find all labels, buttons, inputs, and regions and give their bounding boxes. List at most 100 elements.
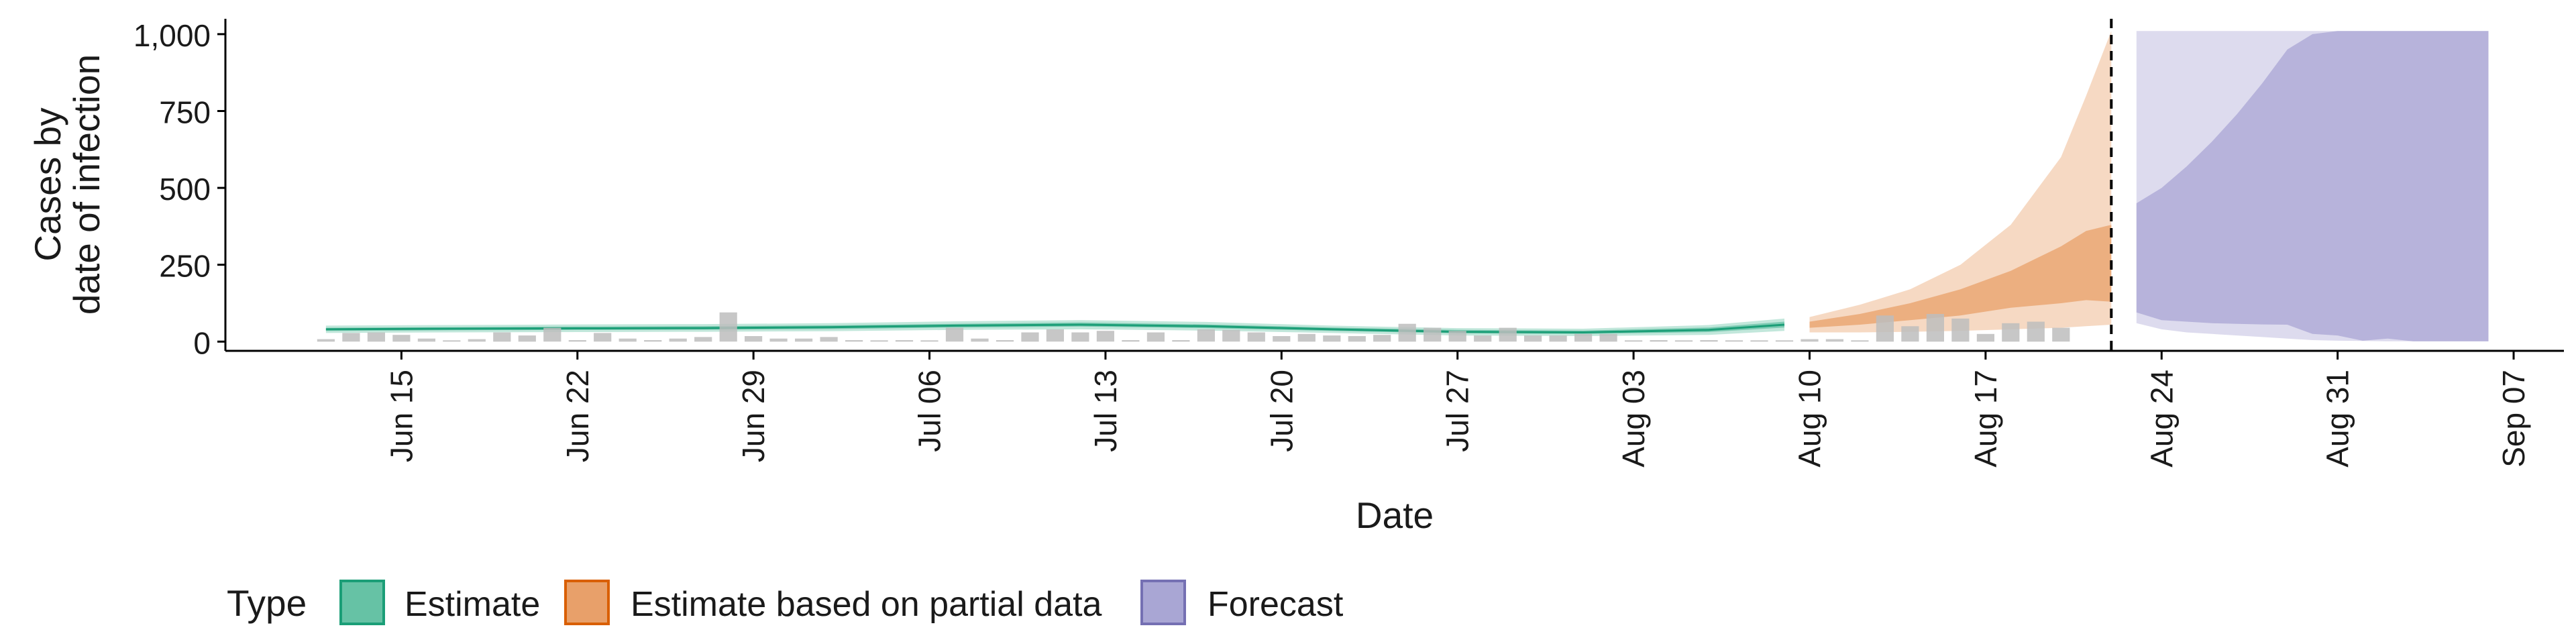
legend-label-partial: Estimate based on partial data — [631, 585, 1102, 624]
case-bar — [1876, 315, 1894, 342]
legend-key-forecast — [1140, 580, 1186, 625]
legend-key-partial — [564, 580, 610, 625]
case-bar — [1297, 333, 1316, 342]
case-bar — [1096, 331, 1114, 342]
x-tick-label: Jul 27 — [1440, 370, 1475, 452]
x-tick-label: Aug 24 — [2144, 370, 2179, 468]
case-bar — [1499, 327, 1517, 342]
case-bar — [996, 340, 1014, 342]
case-bar — [1951, 318, 1970, 342]
case-bar — [493, 332, 511, 342]
y-tick-label: 750 — [159, 95, 211, 130]
x-tick-label: Aug 10 — [1792, 370, 1827, 468]
case-bar — [745, 336, 763, 342]
case-bar — [342, 333, 360, 342]
case-bar — [568, 340, 586, 342]
case-bar — [443, 340, 461, 342]
x-tick-label: Sep 07 — [2496, 370, 2531, 468]
x-axis: Jun 15 Jun 22 Jun 29 Jul 06 Jul 13 Jul 20 Jul … — [384, 351, 2531, 468]
case-bar — [719, 312, 737, 342]
x-tick-label: Jul 20 — [1264, 370, 1299, 452]
case-bar — [1549, 335, 1567, 342]
case-bar — [1323, 335, 1341, 342]
case-bar — [1273, 336, 1291, 342]
case-bar — [417, 338, 435, 342]
case-bar — [1398, 323, 1416, 342]
case-bar — [1122, 340, 1140, 342]
y-tick-label: 250 — [159, 249, 211, 284]
case-bar — [392, 335, 411, 342]
case-bar — [870, 340, 888, 342]
x-tick-label: Jun 22 — [560, 370, 595, 462]
case-bar — [518, 335, 536, 342]
case-bar — [1725, 340, 1743, 342]
legend-title: Type — [227, 582, 307, 624]
legend-label-estimate: Estimate — [405, 585, 540, 624]
case-bar — [1625, 340, 1643, 342]
case-bar — [795, 338, 813, 342]
case-bar — [1599, 333, 1617, 342]
estimate-based-on-partial-data-inner-band — [1809, 225, 2112, 328]
case-bar — [1021, 332, 1039, 342]
legend-key-estimate — [339, 580, 385, 625]
case-bar — [468, 339, 486, 342]
case-bar — [1348, 336, 1366, 342]
case-bar — [945, 327, 964, 342]
case-bar — [619, 338, 637, 342]
x-tick-label: Jul 13 — [1088, 370, 1123, 452]
case-bar — [1825, 339, 1843, 342]
estimate-based-on-partial-data-outer-band — [1809, 31, 2112, 333]
legend-label-forecast: Forecast — [1208, 585, 1344, 624]
y-axis-title-line-1: Cases by — [27, 107, 68, 262]
legend: Type Estimate Estimate based on partial … — [227, 580, 1344, 625]
case-bar — [895, 340, 914, 342]
case-bar — [1448, 331, 1466, 342]
case-bar — [1373, 335, 1391, 342]
plot-marks — [317, 19, 2489, 351]
x-axis-title: Date — [1356, 494, 1434, 536]
case-bar — [669, 338, 687, 342]
case-bar — [1775, 340, 1794, 342]
x-tick-label: Aug 17 — [1968, 370, 2003, 468]
y-axis-title-line-2: date of infection — [66, 54, 107, 315]
case-bar — [644, 340, 662, 342]
y-axis: 0 250 500 750 1,000 — [133, 18, 225, 360]
case-bar — [1801, 339, 1819, 342]
case-bar — [543, 327, 561, 342]
case-bar — [1926, 314, 1944, 342]
case-bar — [2052, 327, 2070, 342]
case-bar — [1674, 340, 1693, 342]
case-bar — [845, 340, 863, 342]
case-bar — [1424, 327, 1442, 342]
x-tick-label: Aug 03 — [1616, 370, 1651, 468]
case-bar — [367, 332, 385, 342]
case-bar — [1071, 332, 1089, 342]
case-bar — [1146, 332, 1165, 342]
case-bar — [769, 338, 788, 342]
case-bar — [317, 339, 335, 342]
case-bar — [694, 337, 712, 342]
case-bar — [1247, 332, 1265, 342]
case-bar — [1976, 333, 1994, 342]
y-tick-label: 0 — [193, 325, 211, 360]
case-bar — [1851, 340, 1869, 342]
case-bar — [1222, 329, 1240, 342]
x-tick-label: Jun 15 — [384, 370, 419, 462]
case-bar — [594, 333, 612, 342]
case-bar — [1474, 335, 1492, 342]
y-tick-label: 1,000 — [133, 18, 211, 53]
case-bar — [2002, 323, 2020, 342]
case-bar — [2027, 321, 2045, 342]
case-bar — [1750, 340, 1768, 342]
case-bar — [920, 340, 938, 342]
x-tick-label: Jun 29 — [736, 370, 771, 462]
estimate-median-line — [325, 323, 1785, 334]
case-bar — [1046, 329, 1064, 342]
case-bar — [971, 338, 989, 342]
case-bar — [1524, 335, 1542, 342]
y-tick-label: 500 — [159, 172, 211, 207]
case-bar — [1574, 333, 1593, 342]
x-tick-label: Aug 31 — [2320, 370, 2355, 468]
case-bar — [1197, 329, 1215, 342]
